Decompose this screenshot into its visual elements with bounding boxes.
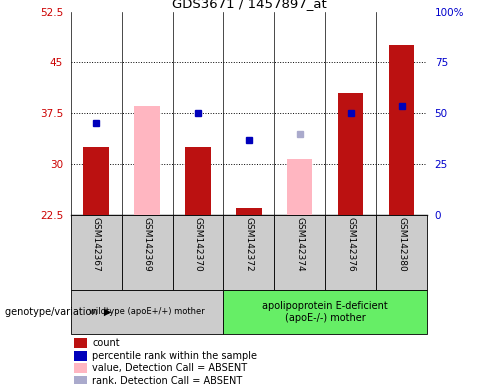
Bar (338, 93, 364, 215)
Text: GSM142372: GSM142372 (244, 217, 253, 272)
Bar (224, 215, 274, 290)
Bar (122, 215, 173, 290)
Text: GSM142369: GSM142369 (142, 217, 152, 272)
Text: count: count (92, 338, 120, 348)
Bar (71, 215, 122, 290)
Text: rank, Detection Call = ABSENT: rank, Detection Call = ABSENT (92, 376, 243, 384)
Text: GSM142370: GSM142370 (193, 217, 203, 272)
Bar (74, 376, 87, 384)
Bar (389, 45, 414, 215)
Bar (376, 215, 427, 290)
Text: GSM142380: GSM142380 (397, 217, 406, 272)
Bar (74, 338, 87, 348)
Bar (325, 215, 376, 290)
Text: GSM142374: GSM142374 (295, 217, 305, 272)
Bar (134, 106, 160, 215)
Text: wildtype (apoE+/+) mother: wildtype (apoE+/+) mother (89, 308, 205, 316)
Text: value, Detection Call = ABSENT: value, Detection Call = ABSENT (92, 363, 247, 373)
Text: GSM142367: GSM142367 (92, 217, 101, 272)
Bar (74, 351, 87, 361)
Bar (71, 290, 224, 334)
Title: GDS3671 / 1457897_at: GDS3671 / 1457897_at (171, 0, 326, 10)
Bar (74, 363, 87, 373)
Bar (224, 290, 427, 334)
Text: percentile rank within the sample: percentile rank within the sample (92, 351, 257, 361)
Bar (173, 215, 224, 290)
Bar (83, 147, 109, 215)
Text: GSM142376: GSM142376 (346, 217, 355, 272)
Text: apolipoprotein E-deficient
(apoE-/-) mother: apolipoprotein E-deficient (apoE-/-) mot… (263, 301, 388, 323)
Bar (274, 215, 325, 290)
Bar (287, 159, 312, 215)
Bar (236, 208, 262, 215)
Text: genotype/variation  ▶: genotype/variation ▶ (5, 307, 111, 317)
Bar (185, 147, 211, 215)
